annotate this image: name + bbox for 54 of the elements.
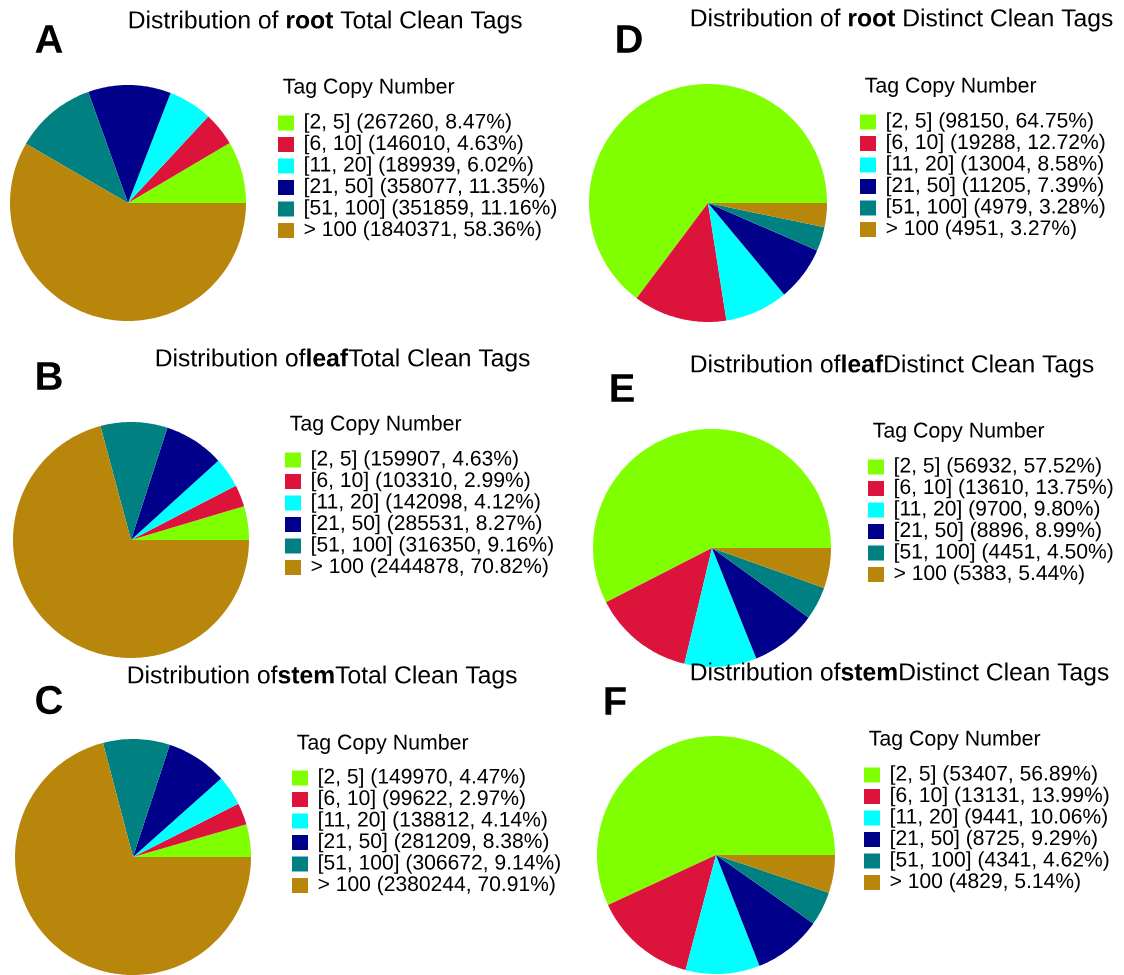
legend-label: [51, 100] (306672, 9.14%) — [319, 854, 560, 874]
chart-title: Distribution ofleafDistinct Clean Tags — [691, 354, 1094, 378]
legend-label: [51, 100] (351859, 11.16%) — [305, 199, 557, 219]
legend-label: [51, 100] (4979, 3.28%) — [887, 198, 1105, 218]
legend-label: [6, 10] (19288, 12.72%) — [887, 133, 1105, 154]
legend-label: [6, 10] (13131, 13.99%) — [891, 786, 1109, 807]
legend-label: > 100 (4951, 3.27%) — [886, 219, 1076, 240]
legend-label: [51, 100] (4341, 4.62%) — [891, 851, 1109, 871]
legend-label: [2, 5] (159907, 4.63%) — [312, 450, 518, 470]
legend-label: [11, 20] (13004, 8.58%) — [887, 155, 1103, 175]
legend-title: Tag Copy Number — [869, 730, 1041, 750]
chart-title: Distribution ofstemDistinct Clean Tags — [691, 662, 1109, 686]
legend-label: [21, 50] (11205, 7.39%) — [887, 176, 1103, 197]
legend-title: Tag Copy Number — [283, 78, 455, 98]
legend-label: [6, 10] (13610, 13.75%) — [895, 478, 1113, 499]
legend-label: [2, 5] (267260, 8.47%) — [305, 113, 511, 133]
text: F — [605, 687, 626, 715]
legend-label: > 100 (1840371, 58.36%) — [304, 220, 541, 241]
legend-label: [2, 5] (149970, 4.47%) — [319, 768, 525, 788]
legend-label: [2, 5] (53407, 56.89%) — [891, 765, 1097, 785]
chart-title: Distribution of root Total Clean Tags — [129, 10, 522, 34]
legend-label: [11, 20] (9700, 9.80%) — [895, 500, 1100, 520]
text: C — [36, 685, 63, 715]
chart-title: Distribution ofleafTotal Clean Tags — [156, 348, 530, 372]
chart-title: Distribution ofstemTotal Clean Tags — [128, 665, 517, 689]
legend-label: [11, 20] (138812, 4.14%) — [319, 811, 547, 831]
legend-label: [51, 100] (316350, 9.16%) — [312, 536, 553, 556]
legend-label: [6, 10] (146010, 4.63%) — [305, 134, 523, 155]
text: D — [617, 25, 642, 53]
text: E — [611, 374, 634, 402]
legend-label: [21, 50] (285531, 8.27%) — [312, 514, 542, 535]
text: A — [35, 25, 63, 53]
legend-label: [21, 50] (8896, 8.99%) — [895, 521, 1101, 542]
legend-label: [2, 5] (56932, 57.52%) — [895, 457, 1101, 477]
legend-label: [11, 20] (189939, 6.02%) — [305, 156, 533, 176]
legend-label: [11, 20] (9441, 10.06%) — [891, 808, 1107, 828]
legend-label: > 100 (2380244, 70.91%) — [318, 875, 555, 896]
legend-label: > 100 (5383, 5.44%) — [894, 564, 1084, 585]
chart-title: Distribution of root Distinct Clean Tags — [691, 8, 1113, 32]
legend-label: [21, 50] (8725, 9.29%) — [891, 829, 1097, 850]
legend-title: Tag Copy Number — [290, 415, 462, 435]
legend-label: [6, 10] (103310, 2.99%) — [312, 471, 530, 492]
legend-label: [2, 5] (98150, 64.75%) — [887, 112, 1093, 132]
legend-label: [6, 10] (99622, 2.97%) — [319, 789, 525, 810]
legend-label: > 100 (4829, 5.14%) — [890, 872, 1080, 893]
legend-label: [21, 50] (281209, 8.38%) — [319, 832, 549, 853]
legend-title: Tag Copy Number — [297, 734, 469, 754]
legend-title: Tag Copy Number — [873, 422, 1045, 442]
legend-label: [11, 20] (142098, 4.12%) — [312, 493, 540, 513]
text: B — [37, 362, 62, 390]
legend-label: [51, 100] (4451, 4.50%) — [895, 543, 1113, 563]
legend-label: [21, 50] (358077, 11.35%) — [305, 177, 545, 198]
legend-label: > 100 (2444878, 70.82%) — [311, 557, 548, 578]
legend-title: Tag Copy Number — [865, 77, 1037, 97]
